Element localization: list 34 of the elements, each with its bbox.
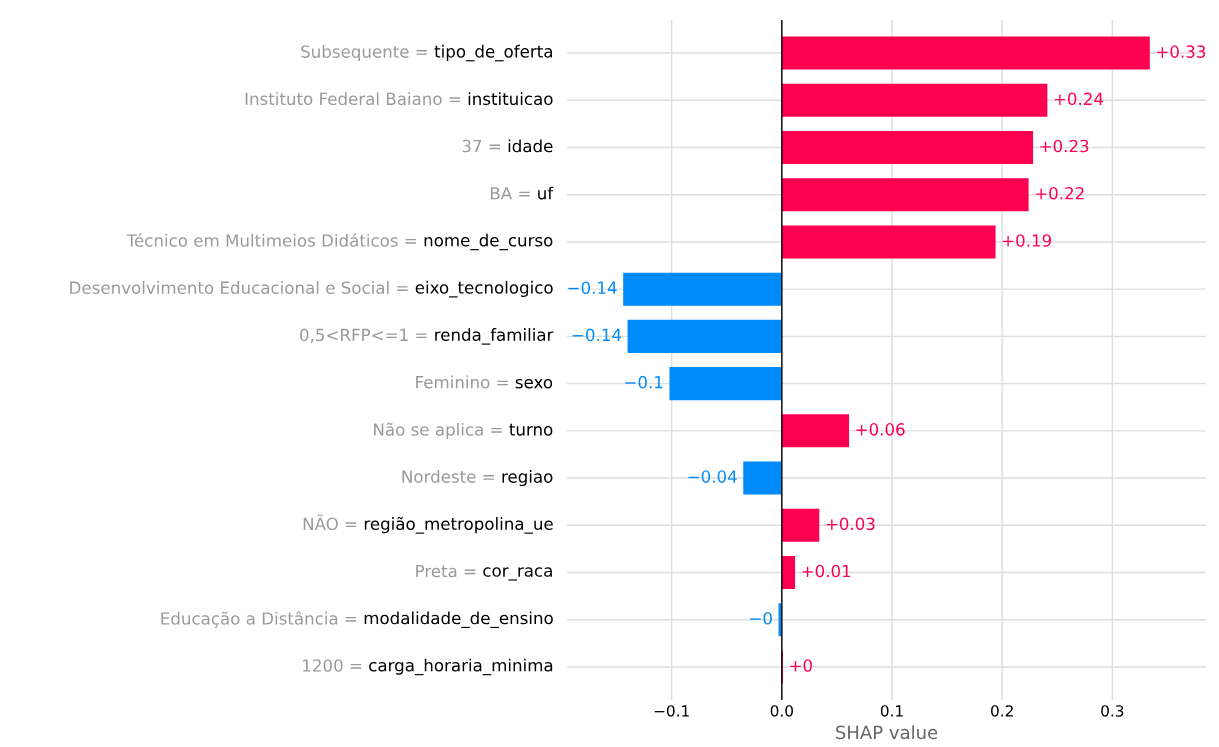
x-tick-label: 0.2 — [991, 705, 1013, 717]
data-label: +0.01 — [802, 564, 851, 578]
data-label: −0.14 — [568, 281, 617, 294]
y-tick-label: 0,5<RFP<=1 = renda_familiar — [300, 328, 554, 345]
y-tick-label: Preta = cor_raca — [416, 564, 552, 581]
y-tick-label: Subsequente = tipo_de_oferta — [301, 44, 552, 62]
y-tick-label: NÃO = região_metropolina_ue — [303, 514, 553, 534]
y-tick-label: Nordeste = regiao — [402, 469, 553, 487]
data-label: +0.22 — [1035, 186, 1084, 200]
x-tick-label: 0.0 — [770, 705, 793, 717]
y-tick-label: Instituto Federal Baiano = instituicao — [245, 92, 553, 106]
data-label: +0.06 — [856, 423, 905, 436]
x-tick-label: 0.3 — [1101, 705, 1124, 717]
x-axis-title: SHAP value — [836, 725, 938, 740]
y-tick-label: Feminino = sexo — [416, 375, 553, 389]
y-tick-label: Técnico em Multimeios Didáticos = nome_de_curso — [126, 233, 553, 251]
data-label: +0.33 — [1157, 45, 1206, 58]
y-tick-label: Não se aplica = turno — [374, 422, 553, 440]
data-label: −0 — [750, 611, 772, 625]
y-tick-label: 1200 = carga_horaria_minima — [303, 658, 553, 676]
data-label: +0.24 — [1054, 92, 1104, 106]
data-label: +0.23 — [1040, 139, 1089, 153]
data-label: +0 — [790, 659, 812, 672]
y-tick-label: Desenvolvimento Educacional e Social = eixo_tecnologico — [70, 280, 553, 298]
data-label: −0.1 — [625, 375, 663, 389]
y-tick-label: Educação a Distância = modalidade_de_ensino — [161, 611, 553, 629]
data-label: +0.03 — [826, 517, 875, 531]
data-label: −0.14 — [572, 328, 622, 342]
data-label: +0.19 — [1002, 234, 1052, 247]
y-tick-label: 37 = idade — [462, 139, 553, 153]
data-label: −0.04 — [688, 470, 737, 483]
x-tick-label: −0.1 — [654, 705, 689, 717]
y-tick-label: BA = uf — [490, 186, 554, 200]
x-tick-label: 0.1 — [880, 705, 903, 717]
